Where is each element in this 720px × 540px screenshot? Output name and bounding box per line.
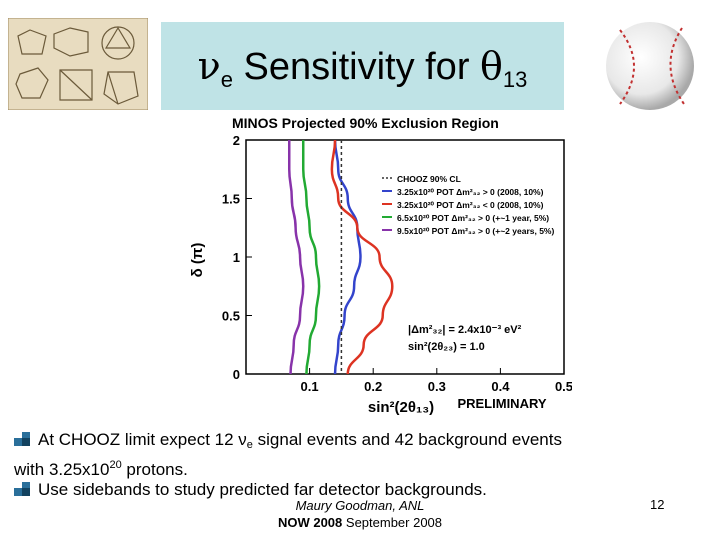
title-nu-sub: e [220, 67, 233, 92]
y-axis-label: δ (π) [189, 243, 206, 278]
bullet-2: Use sidebands to study predicted far det… [14, 480, 704, 500]
x-tick-label: 0.1 [301, 379, 319, 394]
x-tick-label: 0.2 [364, 379, 382, 394]
title-theta-sub: 13 [502, 67, 528, 92]
annotation-sin223: sin²(2θ₂₃) = 1.0 [408, 341, 485, 353]
title-theta: θ [480, 44, 503, 88]
footer-event: NOW 2008 September 2008 [277, 515, 443, 530]
series-line-2 [330, 139, 394, 375]
y-tick-label: 2 [233, 133, 240, 148]
title-nu: ν [197, 44, 221, 88]
series-line-1 [333, 139, 362, 375]
bullet-square-icon [14, 482, 34, 496]
legend-label-chooz: CHOOZ 90% CL [397, 174, 461, 184]
exclusion-region-chart: MINOS Projected 90% Exclusion Region 0 0.… [189, 115, 572, 416]
legend-label-4: 9.5x10²⁰ POT Δm²₃₂ > 0 (+~2 years, 5%) [397, 226, 554, 236]
y-tick-label: 1 [233, 250, 240, 265]
x-tick-label: 0.3 [428, 379, 446, 394]
legend-label-3: 6.5x10²⁰ POT Δm²₃₂ > 0 (+~1 year, 5%) [397, 213, 549, 223]
x-tick-label: 0.4 [491, 379, 510, 394]
x-tick-label: 0.5 [555, 379, 572, 394]
preliminary-label: PRELIMINARY [457, 396, 546, 411]
bullet-list: At CHOOZ limit expect 12 νe signal event… [14, 430, 704, 500]
legend-label-2: 3.25x10²⁰ POT Δm²₃₂ < 0 (2008, 10%) [397, 200, 544, 210]
title-box: νe Sensitivity for θ13 [161, 22, 564, 110]
series-line-4 [287, 140, 305, 375]
annotation-dm2: |Δm²₃₂| = 2.4x10⁻³ eV² [408, 324, 522, 336]
bullet-1-continued: with 3.25x1020 protons. [14, 459, 188, 479]
legend-label-1: 3.25x10²⁰ POT Δm²₃₂ > 0 (2008, 10%) [397, 187, 544, 197]
baseball-icon [606, 22, 694, 110]
title-middle: Sensitivity for [232, 46, 481, 88]
y-tick-label: 1.5 [222, 192, 240, 207]
slide-title: νe Sensitivity for θ13 [161, 44, 564, 93]
x-axis-label: sin²(2θ₁₃) [368, 399, 434, 416]
polyhedra-sketches-icon [8, 18, 148, 110]
series-line-3 [301, 140, 321, 375]
y-tick-label: 0.5 [222, 309, 240, 324]
chart-legend: CHOOZ 90% CL 3.25x10²⁰ POT Δm²₃₂ > 0 (200… [382, 174, 554, 236]
bullet-square-icon [14, 432, 34, 446]
chart-title: MINOS Projected 90% Exclusion Region [232, 115, 499, 131]
page-number: 12 [650, 497, 665, 512]
footer: Maury Goodman, ANL NOW 2008 September 20… [240, 497, 480, 531]
footer-author: Maury Goodman, ANL [295, 498, 425, 513]
y-tick-label: 0 [233, 367, 240, 382]
bullet-1: At CHOOZ limit expect 12 νe signal event… [14, 430, 704, 455]
